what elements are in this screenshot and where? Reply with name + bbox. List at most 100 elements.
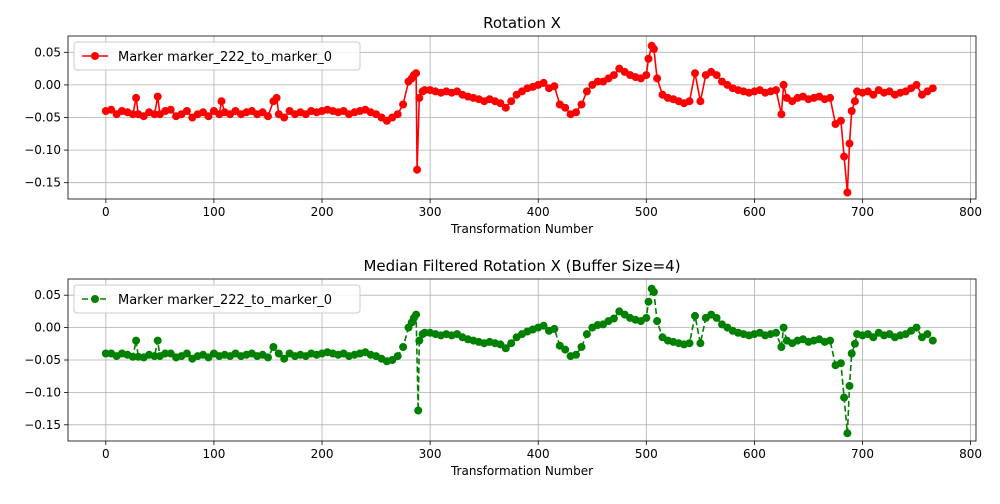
data-point [550,82,559,91]
data-point [507,97,516,106]
data-point [923,330,932,339]
data-point [496,99,505,108]
x-tick-label: 500 [635,205,658,219]
data-point [166,105,175,114]
data-point [415,336,424,345]
data-point [836,359,845,368]
data-point [412,310,421,319]
y-tick-label: 0.05 [34,288,61,302]
data-point [912,323,921,332]
data-point [501,344,510,353]
data-point [779,80,788,89]
data-point [182,349,191,358]
data-point [696,339,705,348]
data-point [642,313,651,322]
data-point [414,406,423,415]
chart-median-filtered-rotation-x: 0 100 200 300 400 500 600 700 800 0.05 0.00 −0.05 −0… [24,257,982,478]
legend: Marker marker_222_to_marker_0 [73,41,361,71]
data-point [274,349,283,358]
data-point [415,93,424,102]
y-tick-label: −0.10 [24,143,61,157]
x-tick-label: 700 [851,447,874,461]
data-point [649,288,658,296]
y-tick-label: −0.05 [24,111,61,125]
data-point [847,107,856,115]
x-tick-label: 300 [419,205,442,219]
x-tick-label: 800 [959,447,982,461]
data-point [840,393,849,402]
y-tick-label: 0.05 [34,45,61,59]
data-point [649,45,658,53]
data-point [413,165,422,174]
x-tick-label: 300 [419,447,442,461]
data-point [399,343,408,351]
data-point [264,353,272,362]
data-point [928,336,937,345]
data-point [928,84,937,93]
x-tick-label: 0 [102,447,110,461]
legend-label: Marker marker_222_to_marker_0 [118,293,332,308]
data-point [280,113,289,122]
data-point [843,188,852,197]
legend-box [73,284,361,314]
data-point [399,100,408,109]
legend: Marker marker_222_to_marker_0 [73,284,361,314]
data-point [412,69,421,78]
y-tick-label: −0.10 [24,385,61,399]
chart-rotation-x: 0 100 200 300 400 500 600 700 800 0.05 0.00 −0.05 −0… [24,14,982,236]
data-point [691,311,699,320]
data-point [779,323,788,332]
data-point [539,78,548,87]
data-point [696,97,705,106]
data-point [132,336,141,345]
data-point [850,97,859,106]
data-point [501,103,510,112]
data-point [847,349,856,358]
y-tick-label: 0.00 [34,321,61,335]
legend-marker-swatch [91,52,99,60]
data-point [712,71,721,80]
data-point [577,343,586,351]
data-point [107,105,116,114]
data-point [204,112,213,121]
chart-title: Rotation X [483,14,561,32]
data-point [685,97,694,106]
data-point [572,350,580,359]
x-tick-label: 800 [959,205,982,219]
data-point [182,107,191,115]
data-point [845,381,854,390]
x-tick-label: 700 [851,205,874,219]
x-tick-label: 400 [527,205,550,219]
x-tick-label: 600 [743,447,766,461]
data-point [539,321,548,330]
data-point [393,110,402,119]
data-point [869,333,878,342]
data-point [561,345,570,354]
data-point [777,110,786,119]
data-point [685,339,694,348]
data-point [272,93,281,102]
data-point [561,103,570,112]
data-point [843,429,852,438]
data-point [777,343,786,351]
x-axis-label: Transformation Number [450,222,593,236]
data-point [577,100,586,109]
data-point [582,87,591,96]
data-point [912,80,921,89]
data-point [653,74,662,83]
data-point [264,112,272,121]
data-point [772,86,780,95]
data-point [826,93,835,102]
data-point [869,90,878,99]
data-point [280,354,289,363]
data-point [691,69,699,78]
data-point [132,93,141,102]
x-tick-label: 200 [311,205,334,219]
data-point [644,297,653,306]
chart-title: Median Filtered Rotation X (Buffer Size=… [363,257,680,275]
x-tick-label: 100 [202,447,225,461]
x-tick-label: 0 [102,205,110,219]
data-point [269,343,278,351]
data-point [217,97,226,106]
